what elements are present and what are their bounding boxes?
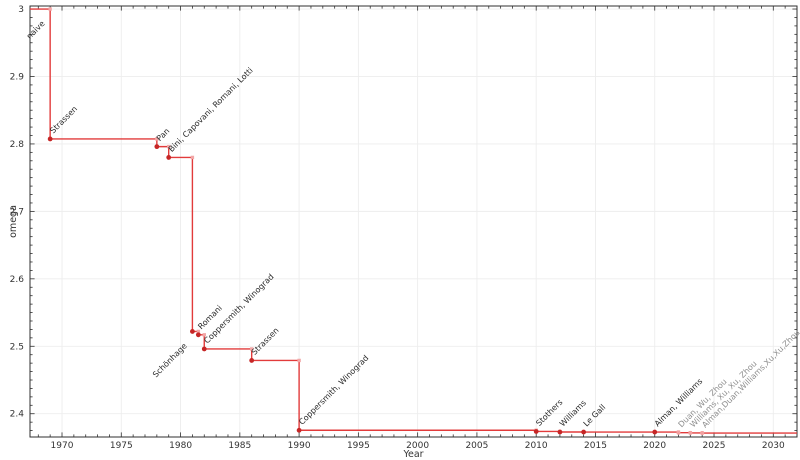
data-point-marker [154,144,160,150]
step-corner-marker [196,329,201,334]
x-tick-label: 1995 [347,441,370,451]
y-tick-label: 2.6 [10,275,25,285]
data-point-marker [195,332,201,338]
y-tick-label: 2.9 [10,73,25,83]
step-corner-marker [249,347,254,351]
data-point-marker [201,346,207,352]
data-point-marker [296,427,302,433]
y-tick-label: 2.7 [10,207,24,217]
data-point-marker [581,429,587,435]
y-tick-label: 3 [18,5,24,15]
x-tick-label: 2025 [703,441,726,451]
x-tick-label: 1970 [51,441,74,451]
data-point-marker [557,429,563,435]
y-tick-label: 2.4 [10,410,25,420]
data-point-marker [47,136,53,142]
x-tick-label: 2015 [584,441,607,451]
x-tick-label: 2020 [643,441,666,451]
tick-labels: 1970 1975 1980 1985 1990 1995 2000 2005 2010 2015… [10,5,785,451]
x-axis-label: Year [402,449,423,460]
x-tick-label: 2000 [406,441,429,451]
x-tick-label: 1975 [110,441,133,451]
data-point-marker [700,431,705,436]
step-corner-marker [48,7,52,11]
data-point-marker [652,429,658,435]
data-point-marker [533,429,539,434]
gridlines [30,6,797,437]
step-corner-marker [297,358,301,363]
y-tick-label: 2.8 [10,140,25,150]
plot-frame [29,5,798,438]
data-point-markers [47,136,705,436]
x-tick-label: 2030 [762,441,785,451]
x-tick-label: 2010 [525,441,548,451]
x-tick-label: 2005 [465,441,488,451]
step-corner-marker [155,137,159,141]
x-tick-label: 1985 [228,441,251,451]
data-point-marker [249,358,255,363]
x-tick-label: 1990 [288,441,311,451]
y-tick-label: 2.5 [10,342,24,352]
x-tick-label: 1980 [169,441,192,451]
data-point-marker [676,430,681,435]
step-corner-marker [202,333,206,337]
data-point-marker [688,430,693,435]
data-point-marker [166,155,172,160]
data-point-marker [190,329,195,334]
step-corner-marker [167,144,171,149]
step-corner-marker [190,155,195,160]
y-axis-label: omega [8,205,19,238]
